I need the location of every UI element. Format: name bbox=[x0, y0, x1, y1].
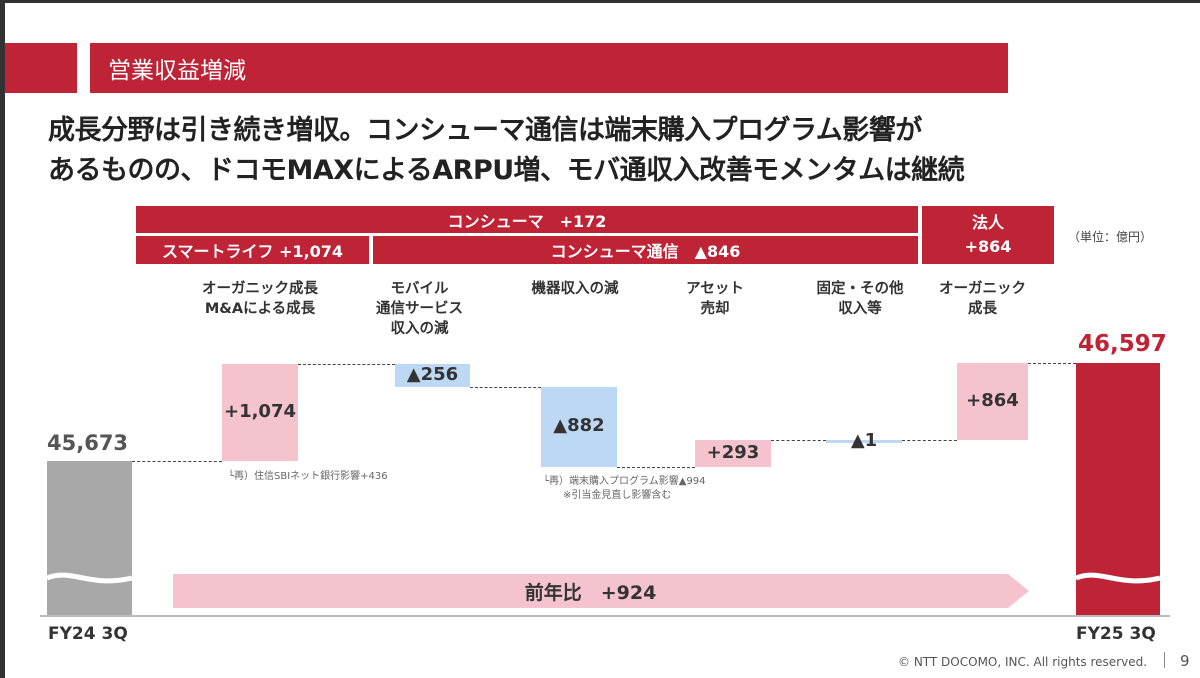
headline-line-1: 成長分野は引き続き増収。コンシューマ通信は端末購入プログラム影響が bbox=[48, 115, 922, 146]
step-value-label: ▲1 bbox=[850, 429, 878, 451]
yoy-arrow bbox=[173, 574, 1029, 608]
connector-line bbox=[1028, 362, 1076, 364]
start-value-label: 45,673 bbox=[47, 431, 129, 455]
step-bar bbox=[695, 440, 771, 467]
step-note: └再）住信SBIネット銀行影響+436 bbox=[228, 471, 388, 482]
category-label: 機器収入の減 bbox=[531, 281, 619, 297]
corporate-value: +864 bbox=[964, 237, 1012, 256]
footer-divider bbox=[1164, 652, 1165, 668]
corporate-name: 法人 bbox=[971, 213, 1004, 232]
step-value-label: ▲882 bbox=[553, 415, 605, 437]
segment-corporate: 法人 +864 bbox=[922, 206, 1054, 264]
window-frame-top bbox=[0, 0, 1200, 3]
start-category-label: FY24 3Q bbox=[48, 624, 128, 644]
segment-consumer-comm: コンシューマ通信 ▲846 bbox=[373, 236, 918, 264]
segment-consumer: コンシューマ +172 bbox=[136, 206, 918, 233]
title-accent bbox=[5, 43, 77, 93]
segment-smartlife: スマートライフ +1,074 bbox=[136, 236, 369, 264]
category-label: 固定・その他 収入等 bbox=[816, 281, 904, 317]
section-title: 営業収益増減 bbox=[90, 43, 1008, 93]
end-value-label: 46,597 bbox=[1078, 330, 1167, 357]
connector-line bbox=[470, 387, 541, 389]
connector-line bbox=[617, 466, 695, 468]
step-value-label: +864 bbox=[966, 389, 1019, 411]
connector-line bbox=[298, 364, 395, 366]
category-label: オーガニック成長 M&Aによる成長 bbox=[202, 281, 318, 317]
connector-line bbox=[771, 440, 826, 442]
window-frame-left bbox=[0, 0, 5, 678]
yoy-label: 前年比 +924 bbox=[524, 582, 657, 604]
step-bar bbox=[957, 362, 1028, 441]
category-label: オーガニック 成長 bbox=[939, 281, 1026, 317]
category-label: アセット 売却 bbox=[686, 281, 744, 317]
x-axis-line bbox=[40, 615, 1170, 617]
end-category-label: FY25 3Q bbox=[1076, 624, 1156, 644]
headline-line-2: あるものの、ドコモMAXによるARPU増、モバ通収入改善モメンタムは継続 bbox=[48, 155, 965, 186]
step-bar bbox=[395, 364, 470, 388]
axis-break-icon bbox=[1076, 572, 1160, 584]
unit-label: （単位：億円） bbox=[1068, 230, 1153, 244]
step-value-label: +1,074 bbox=[223, 400, 297, 422]
step-value-label: ▲256 bbox=[406, 363, 459, 385]
step-note: └再）端末購入プログラム影響▲994 ※引当金見直し影響含む bbox=[543, 476, 706, 501]
category-label: モバイル 通信サービス 収入の減 bbox=[376, 281, 463, 337]
step-value-label: +293 bbox=[706, 441, 760, 463]
connector-line bbox=[902, 440, 957, 442]
step-bar bbox=[222, 364, 298, 461]
axis-break-icon bbox=[47, 572, 132, 584]
step-bar bbox=[826, 440, 902, 444]
copyright: © NTT DOCOMO, INC. All rights reserved. bbox=[898, 655, 1148, 669]
connector-line bbox=[132, 461, 222, 462]
step-bar bbox=[541, 387, 617, 467]
page-number: 9 bbox=[1180, 652, 1190, 670]
start-bar bbox=[47, 461, 132, 615]
